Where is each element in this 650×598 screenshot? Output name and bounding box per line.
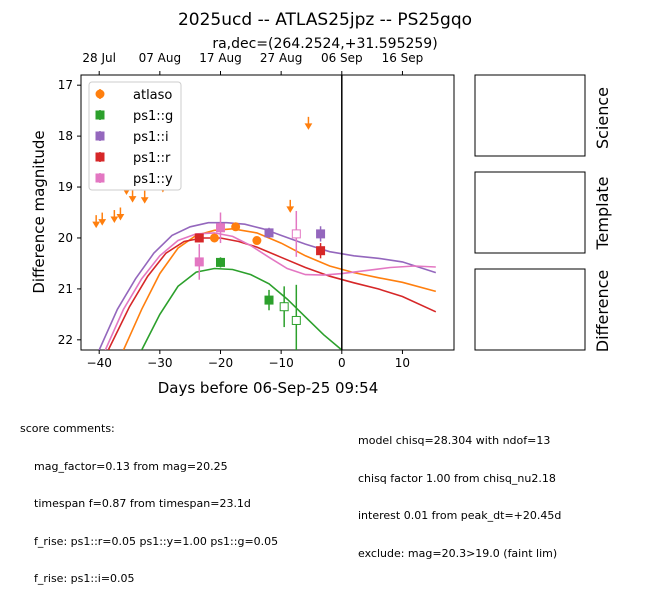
data-point xyxy=(95,152,105,162)
upper-limit-arrowhead xyxy=(128,196,137,203)
data-point-open xyxy=(279,302,289,312)
x-tick-label: −10 xyxy=(268,356,293,370)
data-point-open xyxy=(291,315,301,325)
top-tick-label: 17 Aug xyxy=(199,51,242,65)
data-point xyxy=(194,233,204,243)
upper-limit-arrowhead xyxy=(286,206,295,213)
score-comments: score comments: mag_factor=0.13 from mag… xyxy=(20,398,278,598)
legend-label: ps1::r xyxy=(133,151,171,166)
comments-heading: score comments: xyxy=(20,422,115,435)
data-point xyxy=(231,222,241,232)
template-panel xyxy=(474,171,586,254)
model-comments: model chisq=28.304 with ndof=13 chisq fa… xyxy=(358,410,561,573)
comment-line: f_rise: ps1::r=0.05 ps1::y=1.00 ps1::g=0… xyxy=(34,534,279,548)
top-tick-label: 07 Aug xyxy=(139,51,182,65)
x-tick-label: −30 xyxy=(147,356,172,370)
data-point xyxy=(95,173,105,183)
model-curve xyxy=(104,232,436,350)
top-tick-label: 27 Aug xyxy=(260,51,303,65)
y-axis-label: Difference magnitude xyxy=(30,130,48,293)
top-tick-label: 16 Sep xyxy=(382,51,424,65)
data-point xyxy=(264,228,274,238)
data-point-open xyxy=(291,229,301,239)
chart-subtitle: ra,dec=(264.2524,+31.595259) xyxy=(212,36,437,52)
y-tick-label: 19 xyxy=(58,180,73,194)
legend-label: ps1::i xyxy=(133,130,169,145)
side-panels: Science Template Difference xyxy=(474,74,612,352)
top-date-axis: 28 Jul 07 Aug 17 Aug 27 Aug 06 Sep 16 Sep xyxy=(82,51,423,75)
x-tick-label: −40 xyxy=(87,356,112,370)
model-curve xyxy=(98,221,437,350)
data-point xyxy=(95,89,105,99)
y-tick-label: 17 xyxy=(58,78,73,92)
x-tick-label: 0 xyxy=(338,356,346,370)
science-label: Science xyxy=(593,87,612,149)
legend-label: ps1::g xyxy=(133,109,173,124)
template-label: Template xyxy=(593,176,612,250)
data-point xyxy=(194,257,204,267)
upper-limit-arrowhead xyxy=(92,221,101,229)
x-axis-label: Days before 06-Sep-25 09:54 xyxy=(158,379,379,397)
y-axis: 17 18 19 20 21 22 xyxy=(58,78,81,347)
upper-limit-arrowhead xyxy=(98,219,107,226)
chart-title: 2025ucd -- ATLAS25jpz -- PS25gqo xyxy=(178,10,472,30)
data-point xyxy=(316,229,326,239)
light-curve-figure: 2025ucd -- ATLAS25jpz -- PS25gqo ra,dec=… xyxy=(30,10,612,397)
top-tick-label: 28 Jul xyxy=(82,51,116,65)
difference-label: Difference xyxy=(593,270,612,352)
comment-line: exclude: mag=20.3>19.0 (faint lim) xyxy=(358,546,558,560)
model-curve xyxy=(140,267,343,350)
data-point xyxy=(215,223,225,233)
top-tick-label: 06 Sep xyxy=(321,51,363,65)
y-tick-label: 22 xyxy=(58,333,73,347)
y-tick-label: 21 xyxy=(58,282,73,296)
comment-line: f_rise: ps1::i=0.05 xyxy=(34,572,135,585)
data-point xyxy=(95,110,105,120)
comment-line: mag_factor=0.13 from mag=20.25 xyxy=(34,459,228,473)
comment-line: interest 0.01 from peak_dt=+20.45d xyxy=(358,509,562,522)
x-tick-label: 10 xyxy=(395,356,410,370)
data-point xyxy=(209,233,219,243)
y-tick-label: 18 xyxy=(58,129,73,143)
data-point xyxy=(264,295,274,305)
data-point xyxy=(215,257,225,267)
comment-line: chisq factor 1.00 from chisq_nu2.18 xyxy=(358,471,556,485)
upper-limit-arrowhead xyxy=(140,197,149,204)
legend-label: ps1::y xyxy=(133,172,173,187)
upper-limit-arrowhead xyxy=(304,123,313,130)
y-tick-label: 20 xyxy=(58,231,73,245)
model-curve xyxy=(122,227,437,350)
model-curves xyxy=(98,221,437,350)
data-point xyxy=(252,236,262,246)
legend-box xyxy=(88,81,182,191)
comment-line: model chisq=28.304 with ndof=13 xyxy=(358,434,551,447)
data-point xyxy=(316,246,326,256)
x-axis: −40 −30 −20 −10 0 10 xyxy=(87,350,410,370)
science-panel xyxy=(474,74,586,157)
x-tick-label: −20 xyxy=(208,356,233,370)
data-point xyxy=(95,131,105,141)
difference-panel xyxy=(474,268,586,351)
upper-limit-arrowhead xyxy=(116,214,125,221)
legend-label: atlaso xyxy=(133,88,172,103)
upper-limit-arrowhead xyxy=(110,216,119,224)
